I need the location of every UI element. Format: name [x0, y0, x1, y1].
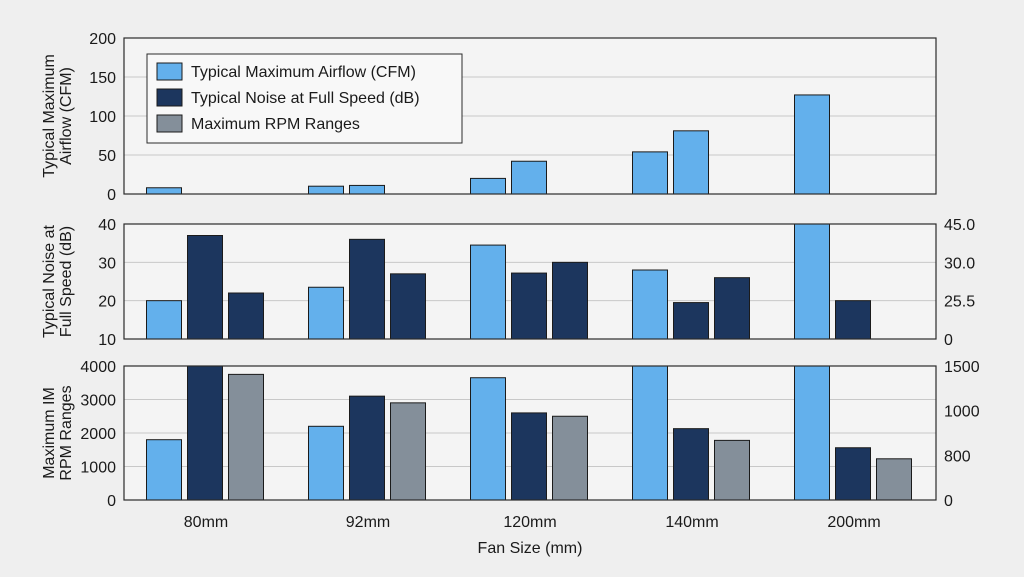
panel-1-bar-200mm-0: [794, 94, 830, 195]
panel-3-bar-92mm-0: [308, 425, 344, 501]
legend-label-0: Typical Maximum Airflow (CFM): [191, 64, 416, 81]
panel-3-ytick-label: 2000: [80, 426, 116, 443]
panel-3-ytick-label: 4000: [80, 359, 116, 376]
panel-1-bar-120mm-1: [511, 160, 547, 195]
legend-swatch-1: [156, 88, 183, 107]
panel-3-bar-120mm-2: [552, 415, 588, 501]
panel-2-bar-80mm-2: [228, 292, 264, 340]
panel-1-ytick-label: 100: [89, 109, 116, 126]
panel-2-right-tick-label: 30.0: [944, 255, 975, 272]
ylabel-line: Typical Maximum: [41, 54, 58, 178]
panel-1-frame: [123, 37, 937, 195]
panel-3-ytick-label: 3000: [80, 393, 116, 410]
panel-1-bar-92mm-0: [308, 185, 344, 195]
panel-1-bar-140mm-0: [632, 151, 668, 195]
x-tick-label-120mm: 120mm: [503, 514, 556, 531]
panel-2-bar-200mm-1: [835, 300, 871, 340]
panel-2-bar-92mm-0: [308, 286, 344, 340]
ylabel-line: RPM Ranges: [58, 385, 75, 480]
panel-2-bar-80mm-1: [187, 235, 223, 340]
panel-3-bar-140mm-0: [632, 365, 668, 501]
ylabel-line: Airflow (CFM): [58, 67, 75, 165]
panel-2-ytick-label: 20: [98, 294, 116, 311]
legend-swatch-2: [156, 114, 183, 133]
ylabel-line: Maximum IM: [41, 387, 58, 479]
panel-3-bar-140mm-1: [673, 428, 709, 501]
panel-1-bar-80mm-0: [146, 187, 182, 195]
panel-3-bar-200mm-0: [794, 365, 830, 501]
panel-2-bar-120mm-1: [511, 272, 547, 340]
panel-2-right-tick-label: 25.5: [944, 294, 975, 311]
panel-3-bar-80mm-1: [187, 365, 223, 501]
panel-2-bar-140mm-1: [673, 302, 709, 340]
x-tick-label-92mm: 92mm: [346, 514, 390, 531]
panel-2-ytick-label: 40: [98, 217, 116, 234]
panel-2-bar-80mm-0: [146, 300, 182, 340]
panel-1-ytick-label: 0: [107, 187, 116, 204]
panel-2-bar-140mm-0: [632, 269, 668, 340]
panel-1-ylabel: Typical MaximumAirflow (CFM): [41, 54, 75, 178]
panel-3-bar-140mm-2: [714, 439, 750, 501]
panel-2-ytick-label: 10: [98, 332, 116, 349]
panel-3-bar-92mm-2: [390, 402, 426, 501]
panel-1-ytick-label: 150: [89, 70, 116, 87]
ylabel-line: Typical Noise at: [41, 224, 58, 337]
legend-label-1: Typical Noise at Full Speed (dB): [191, 90, 420, 107]
panel-3-bar-80mm-0: [146, 439, 182, 501]
panel-1-bar-120mm-0: [470, 177, 506, 195]
panel-1-ytick-label: 50: [98, 148, 116, 165]
panel-3-bar-200mm-1: [835, 447, 871, 501]
panel-2-right-tick-label: 45.0: [944, 217, 975, 234]
panel-3-bar-80mm-2: [228, 373, 264, 501]
panel-2-frame: [123, 223, 937, 340]
panel-2-ytick-label: 30: [98, 255, 116, 272]
panel-2-bar-92mm-2: [390, 273, 426, 340]
panel-3-frame: [123, 365, 937, 501]
panel-3-ytick-label: 1000: [80, 460, 116, 477]
panel-1-bar-92mm-1: [349, 184, 385, 195]
panel-2-ylabel: Typical Noise atFull Speed (dB): [41, 224, 75, 337]
x-tick-label-200mm: 200mm: [827, 514, 880, 531]
panel-2-bar-200mm-0: [794, 223, 830, 340]
panel-2-bar-120mm-0: [470, 244, 506, 340]
panel-1-bar-140mm-1: [673, 130, 709, 195]
panel-3-right-tick-label: 1000: [944, 404, 980, 421]
panel-3-bar-200mm-2: [876, 458, 912, 501]
panel-2-bar-140mm-2: [714, 277, 750, 340]
panel-3-right-tick-label: 800: [944, 448, 971, 465]
legend-swatch-0: [156, 62, 183, 81]
x-tick-label-140mm: 140mm: [665, 514, 718, 531]
panel-3-bar-120mm-1: [511, 412, 547, 501]
panel-3-bar-120mm-0: [470, 377, 506, 501]
panel-3-right-tick-label: 1500: [944, 359, 980, 376]
panel-2-bar-120mm-2: [552, 261, 588, 340]
x-tick-label-80mm: 80mm: [184, 514, 228, 531]
panel-3-ytick-label: 0: [107, 493, 116, 510]
ylabel-line: Full Speed (dB): [58, 226, 75, 337]
panel-2-right-tick-label: 0: [944, 332, 953, 349]
panel-3-right-tick-label: 0: [944, 493, 953, 510]
x-axis-title: Fan Size (mm): [478, 540, 583, 557]
panel-3-ylabel: Maximum IMRPM Ranges: [41, 385, 75, 480]
panel-1-ytick-label: 200: [89, 31, 116, 48]
panel-2-bar-92mm-1: [349, 238, 385, 340]
panel-3-bar-92mm-1: [349, 395, 385, 501]
legend-box: [146, 53, 463, 144]
legend-label-2: Maximum RPM Ranges: [191, 116, 360, 133]
